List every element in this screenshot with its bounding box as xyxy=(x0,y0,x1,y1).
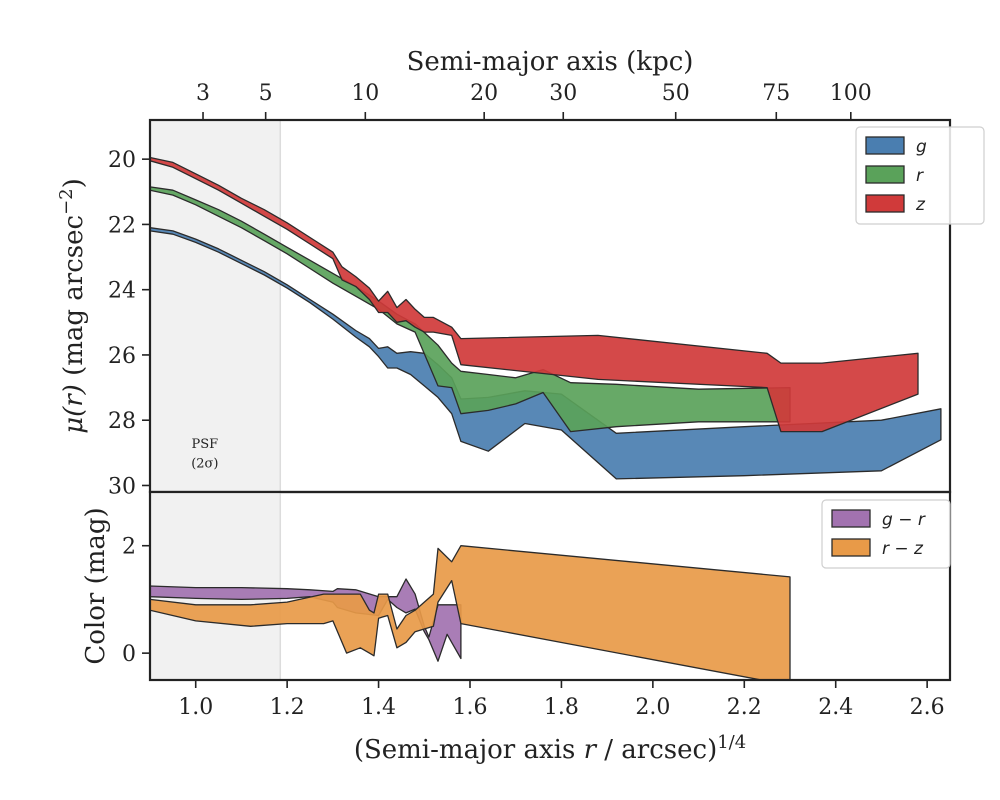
legend-swatch xyxy=(831,538,871,557)
psf-sigma-label: (2σ) xyxy=(191,457,218,472)
y-axis-ticks-bottom: 02 xyxy=(122,535,150,667)
y-tick-label: 20 xyxy=(108,148,136,173)
band-rz xyxy=(150,545,791,680)
top-kpc-axis-ticks: 3 5 10 20 30 50 75 100 xyxy=(196,81,872,120)
kpc-tick-label: 10 xyxy=(351,81,379,106)
y-tick-label: 26 xyxy=(108,344,136,369)
psf-shaded-region-color xyxy=(150,492,281,680)
y-axis-title-bottom: Color (mag) xyxy=(81,507,111,664)
bottom-panel-frame xyxy=(148,490,952,682)
x-tick-label: 2.6 xyxy=(910,695,945,720)
x-tick-label: 2.4 xyxy=(818,695,853,720)
y-axis-title-top: μ(r) (mag arcsec−2) xyxy=(56,178,90,434)
kpc-tick-label: 5 xyxy=(259,81,273,106)
legend-swatch xyxy=(865,165,905,184)
y-axis-ticks-top: 20 22 24 26 28 30 xyxy=(108,148,150,499)
legend-swatch xyxy=(865,136,905,155)
y-title-mu: μ(r) xyxy=(59,384,89,434)
kpc-tick-label: 30 xyxy=(549,81,577,106)
y-tick-label: 28 xyxy=(108,409,136,434)
legend-label: r − z xyxy=(882,539,924,559)
band-z xyxy=(150,156,919,433)
x-axis-title: (Semi-major axis r / arcsec)1/4 xyxy=(354,732,746,766)
top-axis-title: Semi-major axis (kpc) xyxy=(407,47,694,77)
kpc-tick-label: 20 xyxy=(470,81,498,106)
x-tick-label: 1.8 xyxy=(544,695,579,720)
color-bands xyxy=(150,545,791,680)
color-panel: 02 1.0 1.2 1.4 1.6 1.8 2.0 2.2 2.4 2.6 g − rr − … xyxy=(122,490,952,720)
x-title-open: (Semi-major axis xyxy=(354,735,584,765)
sb-legend: grz xyxy=(855,126,985,225)
x-tick-label: 1.2 xyxy=(270,695,305,720)
y-tick-label: 22 xyxy=(108,213,136,238)
x-tick-label: 1.4 xyxy=(361,695,396,720)
legend-label: g xyxy=(916,137,927,157)
y-tick-label: 24 xyxy=(108,279,136,304)
legend-swatch xyxy=(831,509,871,528)
legend-swatch xyxy=(865,194,905,213)
legend-label: z xyxy=(915,195,926,215)
psf-label: PSF xyxy=(192,437,219,452)
kpc-tick-label: 50 xyxy=(662,81,690,106)
kpc-tick-label: 75 xyxy=(762,81,790,106)
y-tick-label: 0 xyxy=(122,642,136,667)
color-legend: g − r r − z xyxy=(821,499,951,569)
y-title-exp: −2 xyxy=(56,188,77,215)
x-tick-label: 2.2 xyxy=(727,695,762,720)
x-title-exp: 1/4 xyxy=(717,732,746,753)
legend-label: g − r xyxy=(882,510,926,530)
x-tick-label: 1.0 xyxy=(178,695,213,720)
y-tick-label: 30 xyxy=(108,474,136,499)
kpc-tick-label: 100 xyxy=(830,81,872,106)
x-title-r: r xyxy=(584,735,598,765)
sb-bands xyxy=(150,156,942,480)
kpc-tick-label: 3 xyxy=(196,81,210,106)
x-tick-label: 2.0 xyxy=(635,695,670,720)
y-title-close: ) xyxy=(59,178,89,188)
surface-brightness-panel: PSF (2σ) 20 22 24 26 28 30 3 5 10 20 30 50 75 100 gr… xyxy=(108,81,985,499)
psf-shaded-region xyxy=(150,120,281,492)
x-title-unit: / arcsec) xyxy=(596,735,717,765)
x-axis-ticks-bottom: 1.0 1.2 1.4 1.6 1.8 2.0 2.2 2.4 2.6 xyxy=(178,680,945,720)
legend-label: r xyxy=(916,166,924,186)
band-g xyxy=(150,227,942,480)
y-tick-label: 2 xyxy=(122,535,136,560)
y-title-unit: (mag arcsec xyxy=(59,215,89,384)
y-axis-title-text: μ(r) (mag arcsec−2) xyxy=(56,178,90,434)
x-tick-label: 1.6 xyxy=(453,695,488,720)
